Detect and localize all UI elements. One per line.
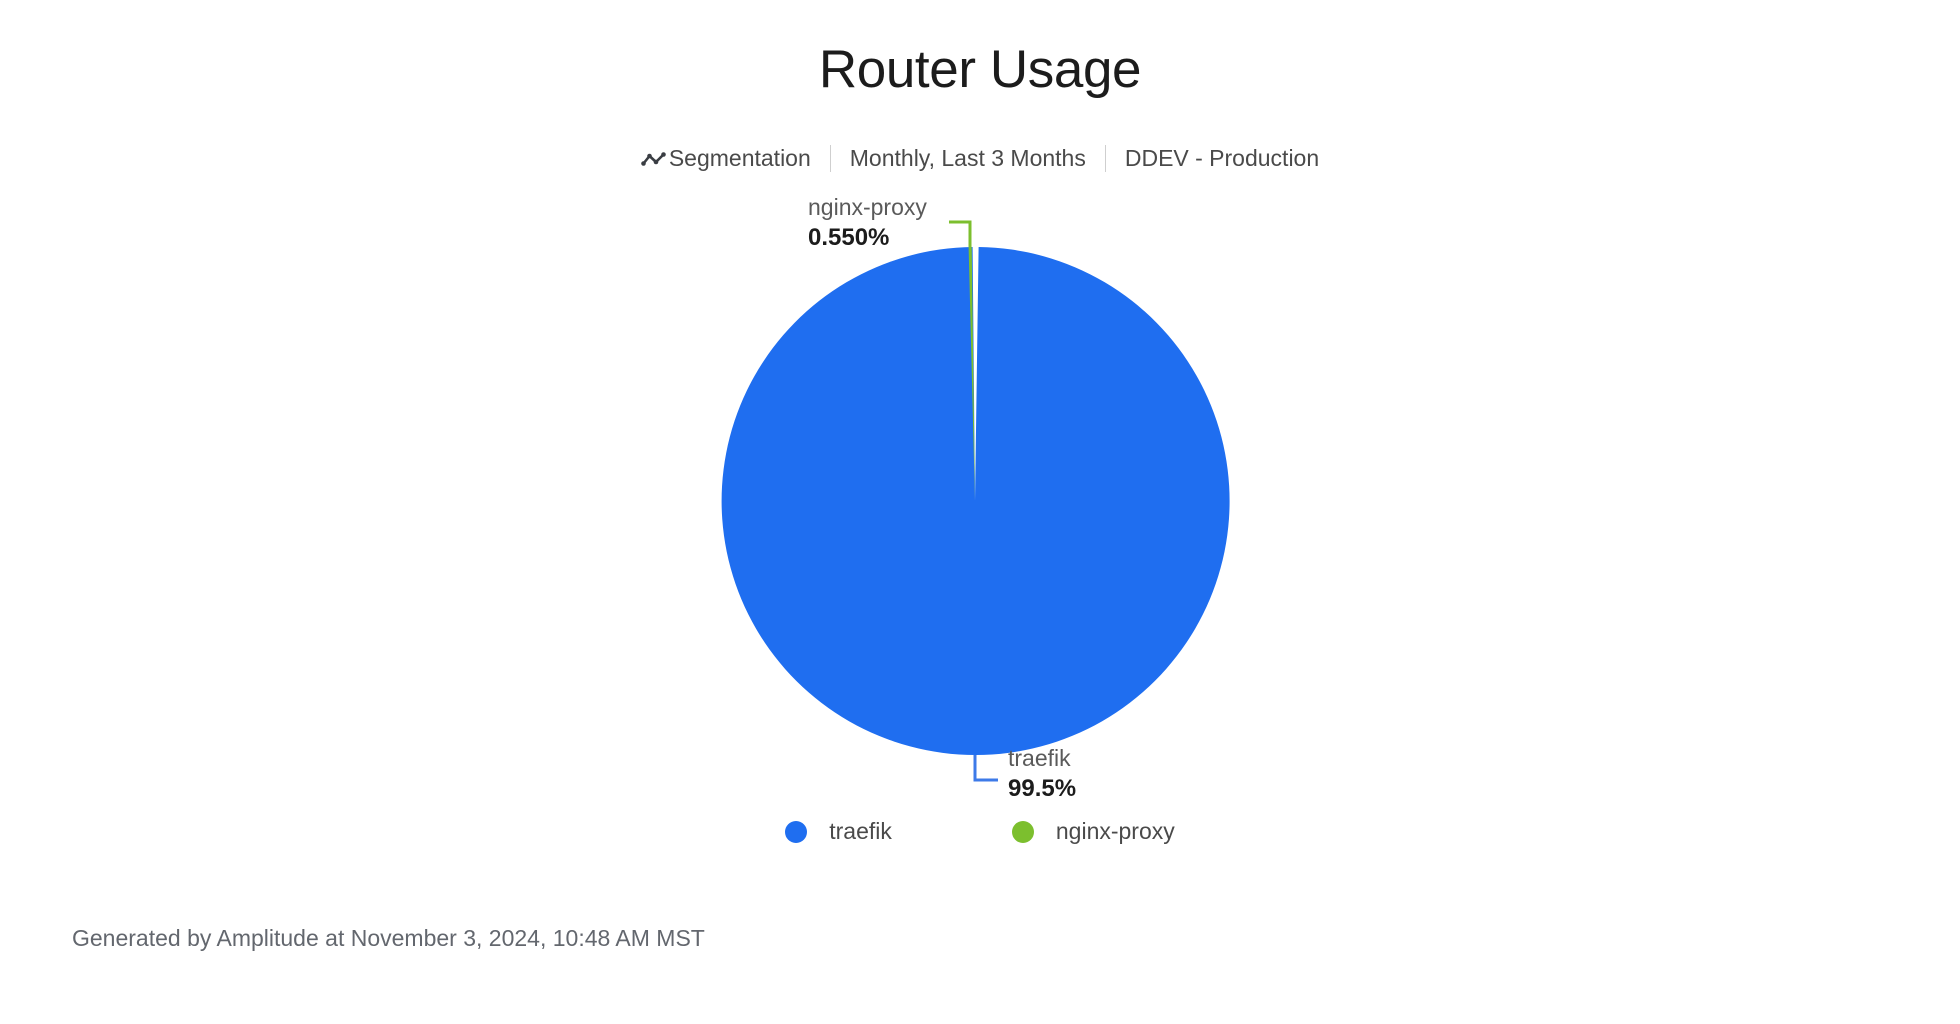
slice-label-traefik-value: 99.5% [1008,775,1077,803]
subtitle-segment-segmentation: Segmentation [641,147,830,170]
slice-label-traefik-name: traefik [1008,745,1071,771]
legend-color-swatch-nginx-proxy [1011,820,1034,843]
subtitle-label-project: DDEV - Production [1124,145,1320,171]
legend-label-nginx-proxy: nginx-proxy [1055,818,1175,844]
chart-legend: traefik nginx-proxy [0,818,1960,845]
leader-line-traefik [973,755,998,782]
legend-item-nginx-proxy[interactable]: nginx-proxy [1011,818,1175,845]
subtitle-segment-interval: Monthly, Last 3 Months [831,147,1105,170]
slice-label-traefik: traefik 99.5% [1008,745,1076,803]
slice-label-nginx-proxy-name: nginx-proxy [808,194,927,220]
subtitle-segment-project: DDEV - Production [1106,147,1319,170]
leader-line-nginx-proxy [949,220,972,247]
slice-label-nginx-proxy-value: 0.550% [808,224,890,252]
slice-label-nginx-proxy: nginx-proxy 0.550% [808,194,927,252]
legend-item-traefik[interactable]: traefik [785,818,892,845]
legend-color-swatch-traefik [785,820,808,843]
subtitle-label-segmentation: Segmentation [668,145,811,171]
generated-by-footer: Generated by Amplitude at November 3, 20… [72,925,705,951]
pie-slice-traefik[interactable] [721,247,1230,755]
chart-subtitle-bar: Segmentation Monthly, Last 3 Months DDEV… [0,145,1960,172]
pie-slice-nginx-proxy[interactable] [968,247,975,501]
legend-label-traefik: traefik [829,818,892,844]
line-chart-icon [641,151,666,168]
subtitle-divider-1 [829,145,831,172]
page-title: Router Usage [818,40,1142,99]
subtitle-label-interval: Monthly, Last 3 Months [849,145,1086,171]
subtitle-divider-2 [1104,145,1106,172]
